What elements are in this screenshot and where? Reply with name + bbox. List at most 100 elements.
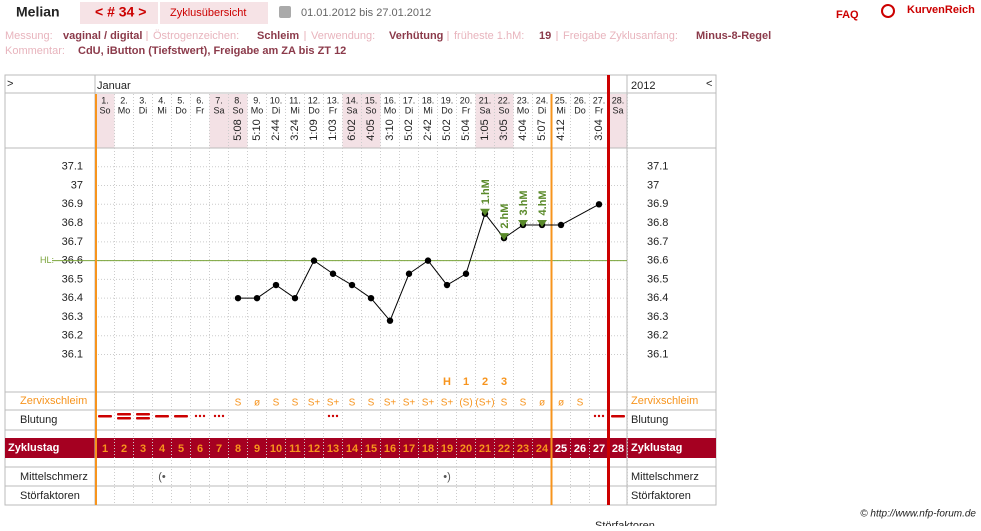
day-label: 5. (177, 95, 185, 105)
measure-time: 5:04 (460, 119, 472, 140)
day-label: 16. (384, 95, 397, 105)
curve-segment (427, 260, 448, 286)
day-label: 18. (422, 95, 435, 105)
day-label: 20. (460, 95, 473, 105)
bleeding (194, 414, 198, 418)
cycle-day: 27 (593, 443, 605, 455)
weekday: Mi (556, 105, 566, 115)
high-marker (480, 208, 490, 216)
y-tick-label-right: 36.1 (647, 348, 668, 360)
weekday: So (99, 105, 110, 115)
cycle-day: 14 (346, 443, 359, 455)
copyright: © http://www.nfp-forum.de (860, 509, 976, 520)
weekday: Sa (612, 105, 623, 115)
weekday: Di (139, 105, 148, 115)
cycle-day: 12 (308, 443, 320, 455)
day-label: 6. (196, 95, 204, 105)
weekday: Di (405, 105, 414, 115)
weekend-bg (209, 94, 229, 148)
faq-link[interactable]: FAQ (836, 9, 859, 21)
mucus: ø (539, 398, 545, 409)
weekday: Do (441, 105, 453, 115)
row-label: Störfaktoren (20, 490, 80, 502)
y-tick-label-right: 36.5 (647, 273, 668, 285)
mucus-peak: 3 (501, 376, 507, 388)
user-name: Melian (16, 4, 60, 20)
brand[interactable]: KurvenReich (907, 4, 975, 16)
row-label: Zervixschleim (20, 395, 87, 407)
temp-point (557, 221, 565, 229)
weekday: So (365, 105, 376, 115)
cycle-day: 22 (498, 443, 510, 455)
row-label-right: Zyklustag (631, 442, 682, 454)
mucus: S+ (403, 398, 416, 409)
day-label: 13. (327, 95, 340, 105)
cycle-day: 8 (235, 443, 241, 455)
day-label: 10. (270, 95, 283, 105)
high-marker (518, 219, 528, 227)
coverline-label: HL: (40, 255, 54, 265)
day-label: 22. (498, 95, 511, 105)
high-label: 2.hM (499, 204, 511, 229)
bleeding (597, 414, 601, 418)
mucus-peak: 1 (463, 376, 469, 388)
temp-point (367, 294, 375, 302)
cycle-day: 13 (327, 443, 339, 455)
y-tick-label: 36.9 (62, 198, 83, 210)
measure-time: 1:09 (308, 119, 320, 140)
cycle-day: 23 (517, 443, 529, 455)
nav-right: < (706, 78, 712, 90)
measure-time: 5:02 (441, 119, 453, 140)
mucus-peak: 2 (482, 376, 488, 388)
measure-time: 3:04 (593, 119, 605, 140)
day-label: 11. (289, 95, 301, 105)
day-label: 19. (441, 95, 454, 105)
measure-time: 4:04 (517, 119, 529, 140)
pain: (• (158, 471, 166, 483)
cycle-day: 15 (365, 443, 377, 455)
weekend-bg (342, 94, 362, 148)
measure-time: 4:12 (555, 119, 567, 140)
curve-segment (389, 273, 410, 321)
cycle-day: 9 (254, 443, 260, 455)
info-label: Kommentar: (5, 45, 65, 57)
weekday: Fr (196, 105, 205, 115)
measure-time: 3:10 (384, 119, 396, 140)
info-label: Östrogenzeichen: (153, 30, 239, 42)
mucus: S (368, 398, 375, 409)
bleeding (117, 413, 131, 416)
measure-time: 5:08 (232, 119, 244, 140)
mucus: S (577, 398, 584, 409)
bleeding (601, 414, 605, 418)
weekday: Sa (213, 105, 224, 115)
day-label: 9. (253, 95, 261, 105)
mucus: S+ (308, 398, 321, 409)
overview-tab[interactable]: Zyklusübersicht (170, 7, 246, 19)
day-label: 15. (365, 95, 378, 105)
cycle-day: 24 (536, 443, 549, 455)
y-tick-label: 36.5 (62, 273, 83, 285)
cycle-nav[interactable]: < # 34 > (95, 4, 146, 20)
day-label: 28. (612, 95, 625, 105)
cycle-day: 3 (140, 443, 146, 455)
weekday: Mo (384, 105, 397, 115)
y-tick-label-right: 36.3 (647, 311, 668, 323)
bleeding (221, 414, 225, 418)
print-icon[interactable] (279, 6, 291, 18)
measure-time: 2:44 (270, 119, 282, 140)
y-tick-label-right: 36.9 (647, 198, 668, 210)
day-label: 7. (215, 95, 223, 105)
mucus: ø (254, 398, 260, 409)
y-tick-label-right: 36.6 (647, 255, 668, 267)
mucus: S+ (422, 398, 435, 409)
y-tick-label: 36.1 (62, 348, 83, 360)
day-label: 4. (158, 95, 166, 105)
bleeding (155, 415, 169, 418)
temp-point (234, 294, 242, 302)
info-value: Schleim (257, 30, 299, 42)
cycle-day-band (5, 438, 716, 458)
mucus: S (292, 398, 299, 409)
y-tick-label-right: 36.2 (647, 330, 668, 342)
y-tick-label: 36.3 (62, 311, 83, 323)
measure-time: 2:42 (422, 119, 434, 140)
